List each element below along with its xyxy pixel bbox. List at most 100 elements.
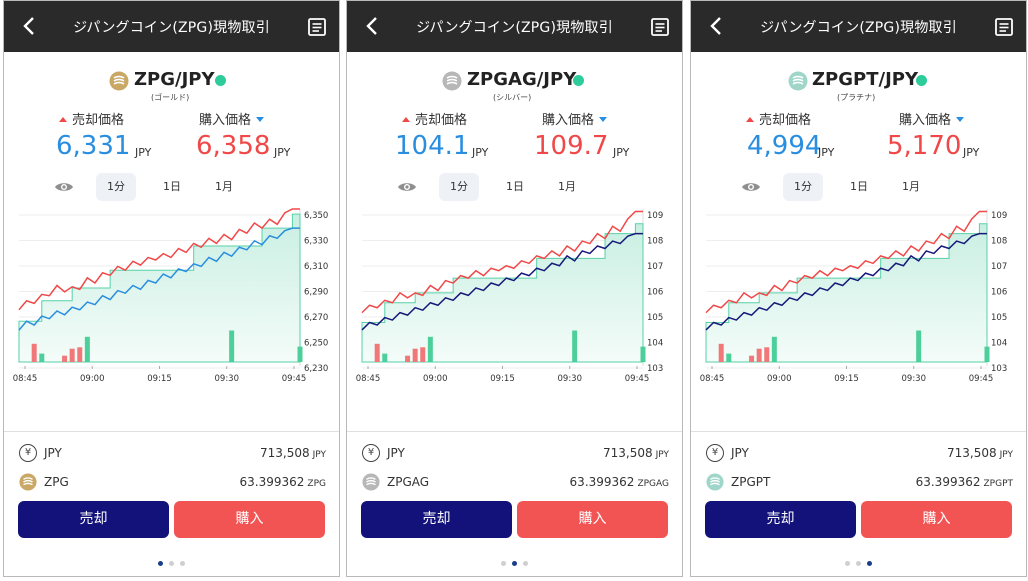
- eye-icon[interactable]: [54, 179, 74, 193]
- x-tick-label: 09:15: [834, 374, 859, 384]
- page-dot[interactable]: [512, 561, 517, 566]
- buy-label-text: 購入価格: [899, 113, 952, 128]
- sell-price: 6,331: [56, 131, 131, 161]
- balance-unit: ZPG: [307, 479, 326, 489]
- document-icon[interactable]: [650, 17, 670, 37]
- buy-button[interactable]: 購入: [861, 501, 1012, 538]
- buy-label-text: 購入価格: [199, 113, 252, 128]
- y-tick-label: 6,330: [304, 237, 328, 247]
- y-tick-label: 106: [647, 288, 663, 298]
- y-tick-label: 109: [647, 211, 663, 221]
- chevron-left-icon[interactable]: [18, 13, 40, 39]
- sell-price: 104.1: [395, 131, 470, 161]
- sell-button[interactable]: 売却: [18, 501, 169, 538]
- sell-price-label: 売却価格: [59, 109, 124, 128]
- tab-1month[interactable]: 1月: [215, 180, 233, 193]
- volume-bar: [764, 347, 770, 362]
- chevron-left-icon[interactable]: [705, 13, 727, 39]
- balance-row: ZPGAG 63.399362 ZPGAG: [347, 471, 682, 497]
- balance-value: 713,508: [259, 446, 310, 460]
- status-dot: [573, 75, 584, 86]
- tab-1day[interactable]: 1日: [506, 180, 524, 193]
- trade-panel: ジパングコイン(ZPG)現物取引 ZPGAG/JPY (シルバー) 売却価格 購入価格 1…: [346, 0, 683, 577]
- x-tick-label: 09:15: [490, 374, 515, 384]
- sell-price-line: [18, 227, 300, 331]
- balance-value: 63.399362: [569, 475, 635, 489]
- trade-panel: ジパングコイン(ZPG)現物取引 ZPGPT/JPY (プラチナ) 売却価格 購入価格 4…: [690, 0, 1027, 577]
- page-dot[interactable]: [501, 561, 506, 566]
- balance-value: 63.399362: [239, 475, 305, 489]
- sell-price-unit: JPY: [818, 146, 835, 159]
- balance-amount: 713,508 JPY: [603, 446, 669, 460]
- symbol-selector[interactable]: ZPGAG/JPY (シルバー): [347, 69, 682, 103]
- buy-button[interactable]: 購入: [174, 501, 325, 538]
- buy-price-unit: JPY: [274, 146, 291, 159]
- page-title: ジパングコイン(ZPG)現物取引: [760, 20, 957, 36]
- chevron-left-icon[interactable]: [361, 13, 383, 39]
- volume-bar: [420, 347, 426, 362]
- volume-bar: [916, 330, 922, 362]
- band-area: [18, 213, 301, 363]
- volume-bar: [718, 343, 724, 362]
- tab-1min[interactable]: 1分: [783, 173, 823, 201]
- price-chart: 6,350 6,330 6,310 6,290 6,270 6,250 6,230 08:45…: [13, 208, 328, 384]
- balance-row: ¥ JPY 713,508 JPY: [691, 442, 1026, 468]
- divider: [691, 431, 1026, 432]
- x-tick-label: 09:00: [767, 374, 792, 384]
- x-tick-label: 09:00: [80, 374, 105, 384]
- triangle-down-icon: [256, 117, 265, 122]
- page-dot[interactable]: [158, 561, 163, 566]
- balance-row: ZPG 63.399362 ZPG: [4, 471, 339, 497]
- page-dot[interactable]: [856, 561, 861, 566]
- tab-1month[interactable]: 1月: [902, 180, 920, 193]
- volume-bar: [39, 353, 45, 362]
- y-tick-label: 104: [991, 339, 1007, 349]
- volume-bar: [229, 330, 235, 362]
- symbol-selector[interactable]: ZPGPT/JPY (プラチナ): [691, 69, 1026, 103]
- page-dot[interactable]: [169, 561, 174, 566]
- page-dot[interactable]: [867, 561, 872, 566]
- page-dot[interactable]: [523, 561, 528, 566]
- tab-1day[interactable]: 1日: [850, 180, 868, 193]
- page-dot[interactable]: [180, 561, 185, 566]
- tab-1min[interactable]: 1分: [96, 173, 136, 201]
- balance-currency: JPY: [387, 446, 405, 460]
- balance-currency: ZPGAG: [387, 475, 430, 489]
- eye-icon[interactable]: [397, 179, 417, 193]
- sell-label-text: 売却価格: [759, 113, 812, 128]
- sell-button[interactable]: 売却: [361, 501, 512, 538]
- y-tick-label: 104: [647, 339, 663, 349]
- document-icon[interactable]: [307, 17, 327, 37]
- symbol-selector[interactable]: ZPG/JPY (ゴールド): [4, 69, 339, 103]
- balance-currency: JPY: [44, 446, 62, 460]
- y-tick-label: 109: [991, 211, 1007, 221]
- sell-price-unit: JPY: [472, 146, 489, 159]
- balance-value: 713,508: [946, 446, 997, 460]
- eye-icon[interactable]: [741, 179, 761, 193]
- app-header: ジパングコイン(ZPG)現物取引: [4, 1, 339, 52]
- y-tick-label: 6,270: [304, 313, 328, 323]
- sell-button[interactable]: 売却: [705, 501, 856, 538]
- y-tick-label: 106: [991, 288, 1007, 298]
- page-title: ジパングコイン(ZPG)現物取引: [416, 20, 613, 36]
- buy-price-label: 購入価格: [899, 109, 965, 128]
- document-icon[interactable]: [994, 17, 1014, 37]
- balance-amount: 63.399362 ZPG: [240, 475, 326, 489]
- balance-amount: 63.399362 ZPGAG: [570, 475, 669, 489]
- volume-bar: [984, 346, 990, 362]
- sell-price-label: 売却価格: [746, 109, 811, 128]
- y-tick-label: 6,290: [304, 288, 328, 298]
- x-tick-label: 09:45: [625, 374, 650, 384]
- buy-button[interactable]: 購入: [517, 501, 668, 538]
- price-chart: 109 108 107 106 105 104 103 08:45 09:00 09:15 09:3…: [700, 209, 1007, 384]
- tab-1month[interactable]: 1月: [558, 180, 576, 193]
- balance-row: ¥ JPY 713,508 JPY: [4, 442, 339, 468]
- x-tick-label: 08:45: [356, 374, 381, 384]
- app-header: ジパングコイン(ZPG)現物取引: [691, 1, 1026, 52]
- tab-1day[interactable]: 1日: [163, 180, 181, 193]
- x-tick-label: 09:30: [902, 374, 927, 384]
- tab-1min[interactable]: 1分: [439, 173, 479, 201]
- price-chart: 109 108 107 106 105 104 103 08:45 09:00 09:15 09:3…: [356, 209, 663, 384]
- sell-price: 4,994: [747, 131, 822, 161]
- page-dot[interactable]: [845, 561, 850, 566]
